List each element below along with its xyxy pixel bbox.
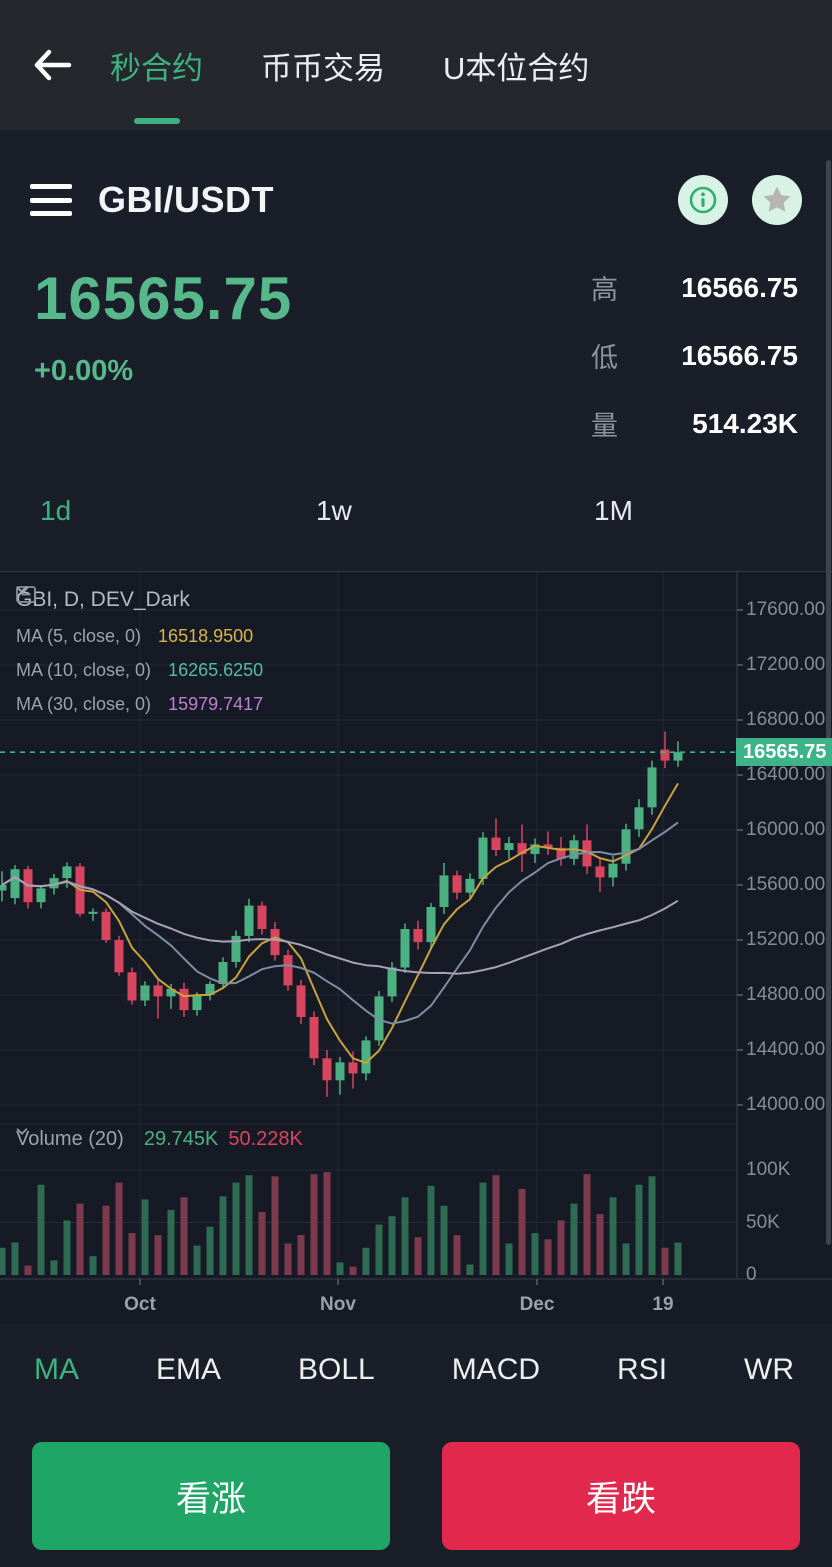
- ma30-value: 15979.7417: [168, 693, 264, 714]
- y-axis-label: 14000.00: [746, 1094, 826, 1115]
- x-axis-label: Nov: [320, 1294, 356, 1315]
- page-scrollbar[interactable]: [826, 160, 831, 1245]
- x-axis-label: Dec: [519, 1294, 555, 1315]
- y-axis-label: 14800.00: [746, 984, 826, 1005]
- stat-volume-value: 514.23K: [692, 407, 798, 439]
- ma30-legend-row[interactable]: MA (30, close, 0) 15979.7417: [16, 586, 264, 716]
- price-change-percent: +0.00%: [34, 355, 134, 387]
- ma10-label: MA (10, close, 0): [16, 659, 152, 680]
- trading-chart-panel: GBI, D, DEV_Dark MA (5, close, 0) 16518.…: [0, 571, 832, 1324]
- stat-low-label: 低: [591, 343, 618, 373]
- timeframe-1w[interactable]: 1w: [316, 495, 352, 526]
- stat-high: 高 16566.75: [591, 268, 798, 307]
- y-axis-label: 14400.00: [746, 1039, 826, 1060]
- back-button[interactable]: [30, 43, 74, 87]
- timeframe-selector: 1d 1w 1M: [0, 495, 832, 541]
- buy-up-button[interactable]: 看涨: [32, 1442, 390, 1550]
- info-button[interactable]: [678, 175, 728, 225]
- stat-high-value: 16566.75: [681, 271, 798, 303]
- tab-usdt-contract[interactable]: U本位合约: [443, 50, 590, 86]
- stat-volume: 量 514.23K: [591, 404, 798, 443]
- star-icon: [763, 186, 791, 212]
- ticker-summary: 16565.75 +0.00% 高 16566.75 低 16566.75 量 …: [0, 264, 832, 443]
- y-axis-label: 17200.00: [746, 654, 826, 675]
- indicator-wr[interactable]: WR: [744, 1353, 794, 1386]
- timeframe-1M[interactable]: 1M: [594, 495, 633, 526]
- indicator-ema[interactable]: EMA: [155, 1353, 221, 1386]
- chevron-down-icon: [16, 1128, 28, 1135]
- ma30-label: MA (30, close, 0): [16, 693, 152, 714]
- stat-high-label: 高: [591, 275, 618, 305]
- last-price: 16565.75: [34, 265, 293, 332]
- x-axis-label: Oct: [124, 1294, 156, 1315]
- indicator-boll[interactable]: BOLL: [297, 1353, 375, 1386]
- volume-axis-label: 0: [746, 1264, 757, 1285]
- price-volume-chart[interactable]: [0, 572, 832, 1325]
- volume-label: Volume (20): [16, 1128, 124, 1150]
- ma10-legend-row[interactable]: MA (10, close, 0) 16265.6250: [16, 586, 264, 682]
- chart-source-label: GBI, D, DEV_Dark: [16, 588, 190, 611]
- ma5-value: 16518.9500: [158, 625, 254, 646]
- volume-ma-down-value: 50.228K: [228, 1128, 303, 1150]
- buy-down-button[interactable]: 看跌: [442, 1442, 800, 1550]
- chart-legend: GBI, D, DEV_Dark MA (5, close, 0) 16518.…: [16, 586, 263, 716]
- volume-axis-label: 50K: [746, 1211, 780, 1233]
- stat-low-value: 16566.75: [681, 339, 798, 371]
- stat-volume-label: 量: [591, 411, 618, 441]
- top-nav-bar: 秒合约 币币交易 U本位合约: [0, 0, 832, 130]
- symbol-header: GBI/USDT: [0, 164, 832, 236]
- volume-ma-up-value: 29.745K: [143, 1128, 219, 1150]
- indicator-rsi[interactable]: RSI: [617, 1353, 668, 1386]
- y-axis-label: 15200.00: [746, 929, 826, 950]
- y-axis-label: 17600.00: [746, 599, 826, 620]
- timeframe-1d[interactable]: 1d: [40, 495, 72, 526]
- stat-low: 低 16566.75: [591, 336, 798, 375]
- indicator-macd[interactable]: MACD: [451, 1353, 541, 1386]
- y-axis-label: 16000.00: [746, 819, 826, 840]
- current-price-axis-label: 16565.75: [736, 738, 832, 767]
- ticker-stats: 高 16566.75 低 16566.75 量 514.23K: [591, 268, 798, 443]
- symbol-pair-title: GBI/USDT: [98, 179, 275, 220]
- y-axis-label: 16800.00: [746, 709, 826, 730]
- volume-axis-label: 100K: [746, 1159, 791, 1180]
- y-axis-label: 15600.00: [746, 874, 826, 895]
- back-arrow-icon: [34, 49, 72, 81]
- volume-legend-row[interactable]: Volume (20) 29.745K 50.228K: [16, 1128, 303, 1151]
- info-icon: [689, 186, 717, 214]
- favorite-button[interactable]: [752, 175, 802, 225]
- menu-icon[interactable]: [30, 184, 72, 216]
- market-type-tabs: 秒合约 币币交易 U本位合约: [110, 0, 589, 130]
- ma5-label: MA (5, close, 0): [16, 625, 142, 646]
- indicator-ma[interactable]: MA: [34, 1353, 79, 1386]
- ma10-value: 16265.6250: [168, 659, 264, 680]
- chart-source-row[interactable]: GBI, D, DEV_Dark: [16, 586, 263, 614]
- chevron-down-icon: [16, 586, 27, 593]
- tab-spot-trading[interactable]: 币币交易: [261, 50, 385, 86]
- indicator-tabs: MA EMA BOLL MACD RSI WR: [0, 1324, 832, 1416]
- x-axis-label: 19: [652, 1294, 674, 1315]
- trade-actions: 看涨 看跌: [0, 1442, 832, 1550]
- tab-seconds-contract[interactable]: 秒合约: [110, 0, 203, 130]
- ma5-legend-row[interactable]: MA (5, close, 0) 16518.9500: [16, 586, 263, 648]
- y-axis-label: 16400.00: [746, 764, 826, 785]
